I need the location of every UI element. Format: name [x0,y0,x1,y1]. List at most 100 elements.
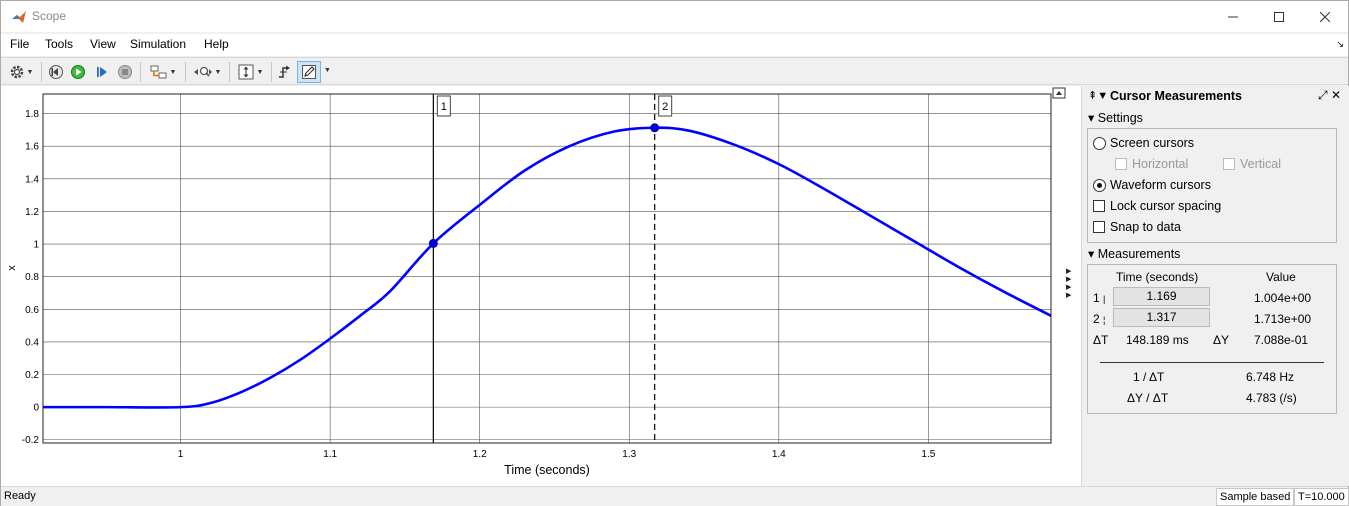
scope-plot[interactable]: 1 1.1 1.2 1.3 1.4 1.5 -0.2 0 0.2 0.4 0.6 0.8 1 1.2 1.4… [1,86,1081,486]
axes-box [42,93,1052,444]
scale-axes-icon [238,64,254,80]
maximize-button[interactable] [1256,1,1302,32]
highlight-simulink-block-icon [150,65,167,79]
panel-window-controls[interactable]: ⤢ ✕ [1318,88,1341,103]
menu-file[interactable]: File [10,37,30,51]
delta-y-label: ΔY [1213,333,1230,347]
minimize-icon [1228,16,1238,17]
zoom-icon [193,66,212,77]
inverse-delta-t-label: 1 / ΔT [1133,370,1165,384]
toolbar: ▼ [1,57,1348,85]
zoom-button[interactable]: ▼ [190,61,224,83]
run-button[interactable] [68,61,88,83]
divider [1100,362,1324,363]
inverse-delta-t-value: 6.748 Hz [1246,370,1295,384]
sim-time-indicator: T=10.000 [1294,488,1349,506]
screen-cursors-radio[interactable]: Screen cursors [1093,136,1194,150]
matlab-logo-icon [12,11,26,23]
close-button[interactable] [1302,1,1348,32]
cursor-measurements-icon [302,65,316,79]
undock-icon[interactable] [1052,87,1066,99]
cursor1-time-field[interactable]: 1.169 [1113,287,1210,306]
svg-text:▶: ▶ [1066,275,1072,283]
gear-icon [10,65,23,79]
plot-grid [43,94,1051,443]
settings-label: Settings [1097,111,1143,125]
scale-axes-button[interactable]: ▼ [233,61,267,83]
svg-text:▶: ▶ [1066,291,1072,299]
undock-panel-icon[interactable]: ⤢ [1317,88,1328,102]
delta-y-value: 7.088e-01 [1254,333,1309,347]
vertical-label: Vertical [1240,157,1281,171]
horizontal-checkbox[interactable]: Horizontal [1115,157,1188,171]
chevron-down-icon: ▼ [256,68,264,76]
measurements-section-header[interactable]: ▾ Measurements [1088,247,1181,261]
status-text: Ready [4,490,36,502]
maximize-icon [1274,11,1284,22]
chevron-down-icon[interactable]: ▼ [324,67,331,74]
lock-spacing-label: Lock cursor spacing [1110,199,1222,213]
x-tick-label: 1.2 [473,449,487,460]
slope-label: ΔY / ΔT [1127,391,1169,405]
cursor-measurements-panel: ⇞▼ Cursor Measurements ⤢ ✕ ▾ Settings Sc… [1081,86,1349,486]
window-title: Scope [32,9,67,23]
y-tick-label: 1.4 [25,174,39,185]
cursor-measurements-button[interactable] [297,61,321,83]
y-tick-label: -0.2 [22,435,40,446]
waveform-cursors-radio[interactable]: Waveform cursors [1093,178,1211,192]
x-tick-label: 1.3 [622,449,636,460]
x-tick-label: 1.4 [772,449,786,460]
close-panel-icon[interactable]: ✕ [1330,88,1341,102]
slope-value: 4.783 (/s) [1246,391,1297,405]
x-tick-label: 1.5 [921,449,935,460]
close-icon [1320,11,1330,22]
minimize-button[interactable] [1210,1,1256,32]
delta-t-value: 148.189 ms [1126,333,1189,347]
snap-to-data-checkbox[interactable]: Snap to data [1093,220,1181,234]
horizontal-label: Horizontal [1132,157,1189,171]
menu-view[interactable]: View [90,37,116,51]
panel-title: Cursor Measurements [1110,89,1242,103]
y-tick-label: 0.4 [25,337,39,348]
y-tick-label: 0.2 [25,370,39,381]
sample-mode-indicator: Sample based [1216,488,1295,506]
step-back-button[interactable] [46,61,66,83]
settings-section-header[interactable]: ▾ Settings [1088,111,1143,125]
cursor2-id: 2 ¦ [1093,312,1106,326]
settings-button[interactable]: ▼ [5,61,37,83]
stop-button[interactable] [115,61,135,83]
menu-simulation[interactable]: Simulation [130,37,187,51]
snap-to-data-label: Snap to data [1110,220,1181,234]
cursor-1-label: 1 [441,101,447,113]
cursor2-time-field[interactable]: 1.317 [1113,308,1210,327]
measurements-label: Measurements [1097,247,1181,261]
x-tick-label: 1.1 [323,449,337,460]
settings-group: Screen cursors Horizontal Vertical Wavef… [1087,128,1337,243]
delta-t-label: ΔT [1093,333,1109,347]
menu-overflow-icon[interactable]: ↘ [1336,39,1344,49]
menu-tools[interactable]: Tools [45,37,74,51]
cursor2-value: 1.713e+00 [1254,312,1312,326]
measurements-group: Time (seconds) Value 1 | 1.169 1.004e+00… [1087,264,1337,414]
plot-area[interactable]: 1 1.1 1.2 1.3 1.4 1.5 -0.2 0 0.2 0.4 0.6 0.8 1 1.2 1.4… [1,86,1081,486]
plot-markers [428,123,660,248]
menu-help[interactable]: Help [204,37,229,51]
lock-spacing-checkbox[interactable]: Lock cursor spacing [1093,199,1221,213]
chevron-down-icon: ▼ [26,68,34,76]
vertical-checkbox[interactable]: Vertical [1223,157,1281,171]
value-column-header: Value [1266,270,1296,284]
highlight-block-button[interactable]: ▼ [146,61,180,83]
plot-ticks: 1 1.1 1.2 1.3 1.4 1.5 -0.2 0 0.2 0.4 0.6 0.8 1 1.2 1.4… [22,109,936,460]
triggers-icon [279,65,290,78]
y-tick-label: 1.2 [25,207,39,218]
status-bar: Ready Sample based T=10.000 [1,486,1349,506]
triggers-button[interactable] [275,61,295,83]
menu-bar: File Tools View Simulation Help ↘ [1,34,1348,56]
collapse-arrows-icon[interactable]: ▶▶▶▶ [1066,267,1072,299]
cursor-2-tag [658,95,673,117]
step-forward-button[interactable] [92,61,112,83]
step-back-icon [49,65,63,79]
pin-collapse-icon[interactable]: ⇞▼ [1088,90,1109,102]
cursor-2-marker [650,123,660,133]
